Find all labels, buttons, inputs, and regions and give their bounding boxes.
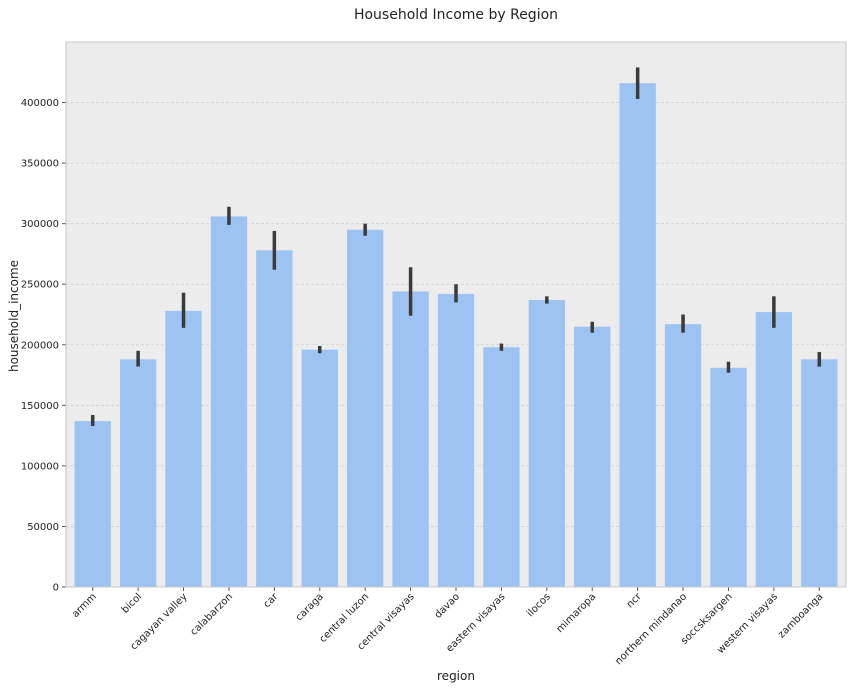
x-tick-label: bicol: [120, 591, 144, 615]
bar-zamboanga: [801, 359, 838, 587]
bars: [74, 83, 838, 588]
bar-davao: [437, 293, 475, 587]
bar-caraga: [301, 349, 338, 587]
y-axis-ticks: 0 50000 100000 150000 200000 250000 300000 3500…: [21, 98, 66, 594]
x-tick-label: armm: [70, 591, 99, 620]
y-tick-label: 50000: [27, 522, 59, 533]
bar-car: [256, 250, 293, 588]
x-tick-label: calabarzon: [189, 591, 236, 638]
y-tick-label: 400000: [21, 98, 59, 109]
x-tick-label: mimaropa: [555, 591, 599, 635]
y-tick-label: 200000: [21, 340, 59, 351]
x-tick-label: caraga: [294, 591, 326, 623]
y-axis-title: household_income: [7, 260, 21, 372]
bar-armm: [74, 421, 111, 587]
y-tick-label: 250000: [21, 280, 59, 291]
bar-eastern-visayas: [483, 347, 520, 587]
x-tick-label: ilocos: [525, 591, 553, 619]
plot-frame: [65, 41, 847, 588]
y-tick-label: 350000: [21, 159, 59, 170]
bar-central-luzon: [347, 229, 384, 587]
x-tick-label: zamboanga: [776, 591, 825, 640]
y-tick-label: 100000: [21, 461, 59, 472]
bar-ncr: [619, 83, 656, 587]
x-tick-label: car: [262, 591, 282, 611]
x-tick-label: ncr: [625, 591, 645, 611]
bar-western-visayas: [755, 312, 793, 587]
y-tick-label: 300000: [21, 219, 59, 230]
bar-northern-mindanao: [664, 324, 702, 587]
bar-soccsksargen: [710, 367, 747, 587]
error-bars: [90, 67, 822, 426]
bar-mimaropa: [574, 326, 611, 587]
x-axis-title: region: [437, 669, 475, 683]
bar-central-visayas: [392, 291, 429, 587]
chart-title: Household Income by Region: [354, 7, 558, 23]
bar-cagayan-valley: [165, 310, 202, 587]
y-tick-label: 150000: [21, 401, 59, 412]
bar-calabarzon: [210, 216, 248, 587]
bar-ilocos: [528, 299, 565, 587]
x-tick-label: davao: [433, 591, 462, 620]
bar-bicol: [119, 359, 157, 587]
y-tick-label: 0: [53, 583, 59, 594]
